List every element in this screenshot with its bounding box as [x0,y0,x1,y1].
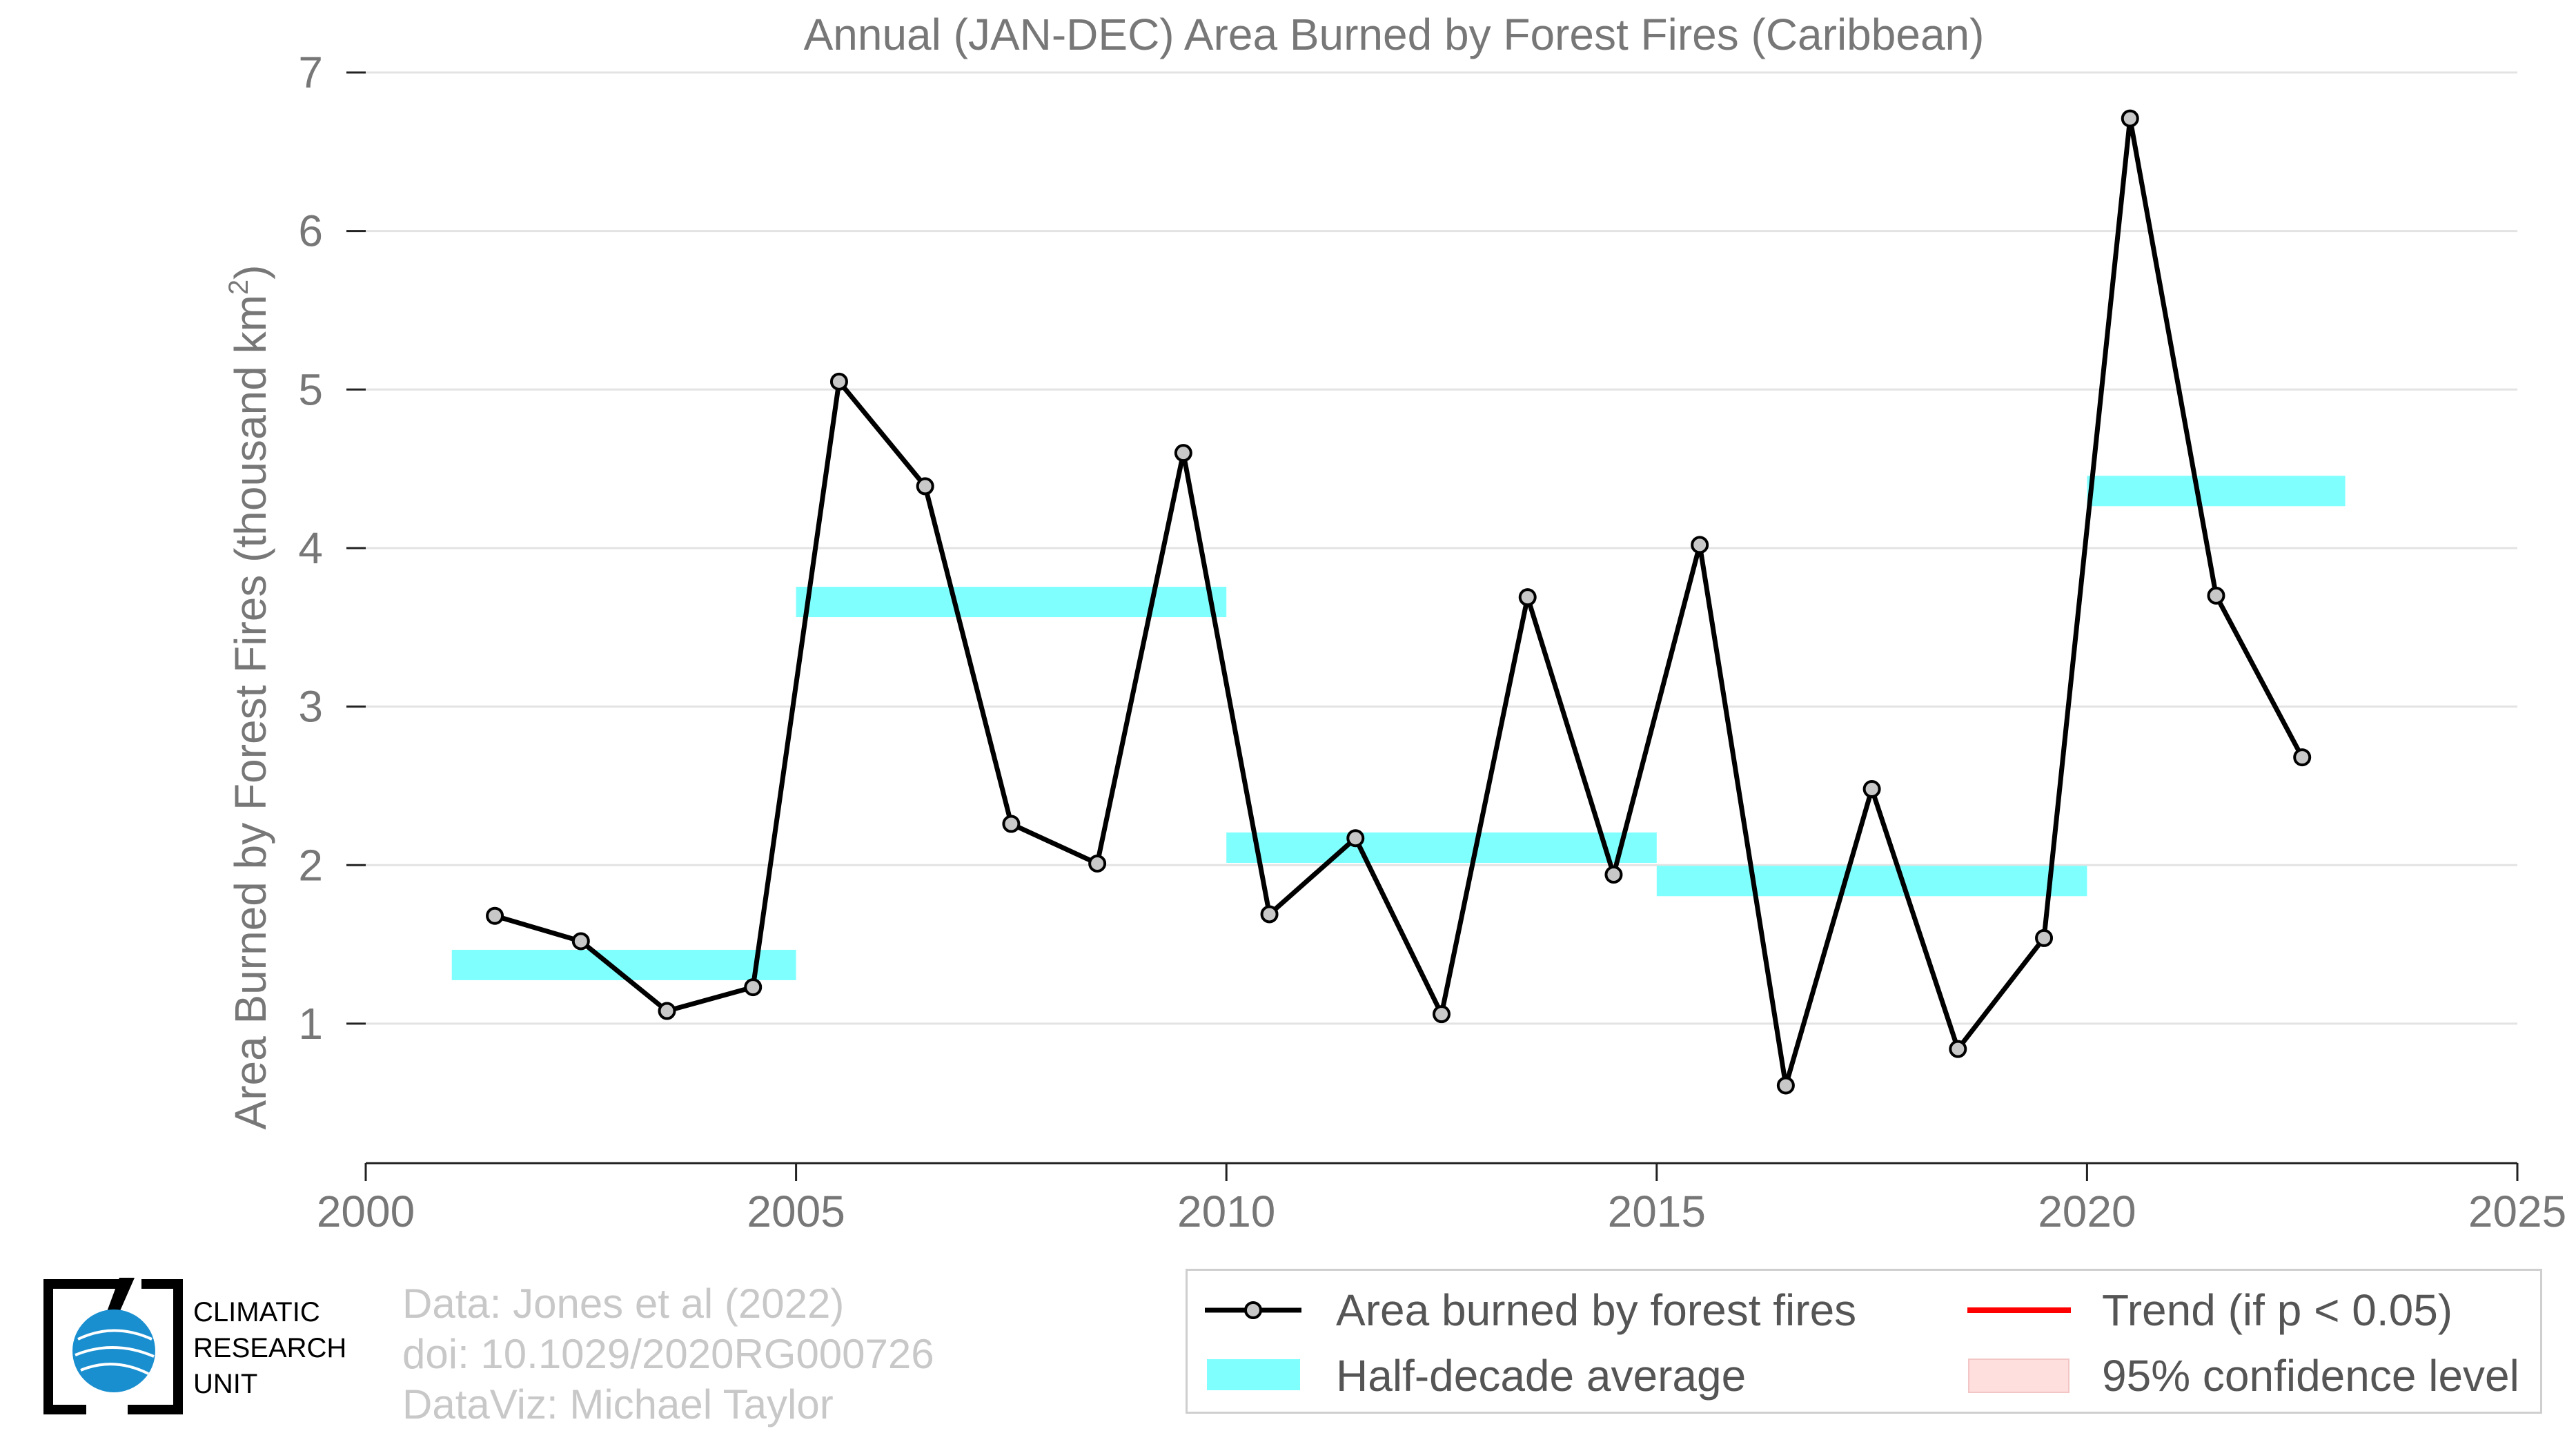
legend-label-half-decade: Half-decade average [1336,1351,1747,1401]
credit-data: Data: Jones et al (2022) [402,1280,845,1327]
logo-text-line3: UNIT [193,1369,258,1399]
y-axis: 1 2 3 4 5 6 7 [298,48,366,1049]
x-tick-label-2020: 2020 [2038,1187,2136,1236]
data-point-14 [1604,866,1623,884]
y-axis-label: Area Burned by Forest Fires (thousand km… [224,265,275,1130]
data-point-18 [1949,1040,1967,1058]
logo-text-line2: RESEARCH [193,1333,347,1363]
legend-confidence-swatch [1968,1359,2069,1393]
gridlines [366,71,2517,1025]
x-tick-label-2025: 2025 [2468,1187,2566,1236]
y-tick-label-1: 1 [298,999,323,1049]
half-decade-band-4 [1656,866,2087,897]
half-decade-band-3 [1226,832,1657,863]
data-point-4 [744,978,763,997]
y-tick-label-5: 5 [298,364,323,414]
data-point-8 [1088,854,1107,873]
x-tick-label-2005: 2005 [747,1187,845,1236]
data-point-5 [829,372,848,391]
data-point-3 [658,1002,676,1020]
legend-series-marker [1244,1301,1262,1319]
chart-title: Annual (JAN-DEC) Area Burned by Forest F… [804,10,1985,59]
data-point-2 [571,932,590,951]
x-tick-label-2000: 2000 [317,1187,415,1236]
credit-dataviz: DataViz: Michael Taylor [402,1381,834,1428]
logo-bracket-left [43,1279,121,1414]
data-point-19 [2035,928,2054,947]
data-point-6 [916,477,934,496]
x-tick-label-2015: 2015 [1608,1187,1706,1236]
globe-lines [75,1329,155,1375]
data-point-17 [1862,780,1881,799]
x-tick-label-2010: 2010 [1177,1187,1275,1236]
data-point-9 [1174,444,1192,462]
legend-label-series: Area burned by forest fires [1336,1285,1857,1335]
globe-icon [72,1309,155,1392]
legend-label-trend: Trend (if p < 0.05) [2102,1285,2453,1335]
series-points [486,109,2312,1095]
credits: Data: Jones et al (2022) doi: 10.1029/20… [402,1278,934,1430]
data-point-12 [1433,1005,1451,1024]
logo-bracket-right [128,1279,183,1414]
chart: Annual (JAN-DEC) Area Burned by Forest F… [224,10,2566,1236]
data-point-21 [2207,586,2225,605]
credit-doi: doi: 10.1029/2020RG000726 [402,1331,934,1377]
data-point-22 [2293,748,2312,767]
logo-text: CLIMATIC RESEARCH UNIT [193,1294,346,1402]
half-decade-band-2 [796,587,1227,618]
legend-label-confidence: 95% confidence level [2102,1351,2519,1401]
y-axis-label-sup: 2 [224,280,254,295]
y-tick-label-7: 7 [298,48,323,97]
half-decade-band-5 [2087,476,2346,507]
y-tick-label-4: 4 [298,523,323,573]
x-axis: 2000 2005 2010 2015 2020 2025 [317,1162,2566,1236]
y-tick-label-2: 2 [298,840,323,890]
data-point-16 [1776,1076,1795,1095]
legend-symbols [1205,1301,2071,1393]
data-point-15 [1691,536,1709,554]
data-point-10 [1260,905,1279,924]
data-point-11 [1346,829,1365,848]
data-point-13 [1518,588,1537,607]
series-line [494,116,2305,1088]
y-tick-label-3: 3 [298,682,323,732]
half-decade-average-bands [451,476,2346,980]
data-point-20 [2121,109,2139,128]
y-tick-label-6: 6 [298,206,323,256]
data-point-1 [486,906,504,925]
y-axis-label-main: Area Burned by Forest Fires (thousand km [226,295,275,1129]
legend: Area burned by forest fires Half-decade … [1186,1269,2542,1414]
data-point-7 [1002,815,1021,833]
logo-text-line1: CLIMATIC [193,1297,320,1327]
y-axis-label-end: ) [226,265,275,280]
cru-logo [43,1278,183,1414]
legend-half-decade-swatch [1207,1359,1300,1390]
